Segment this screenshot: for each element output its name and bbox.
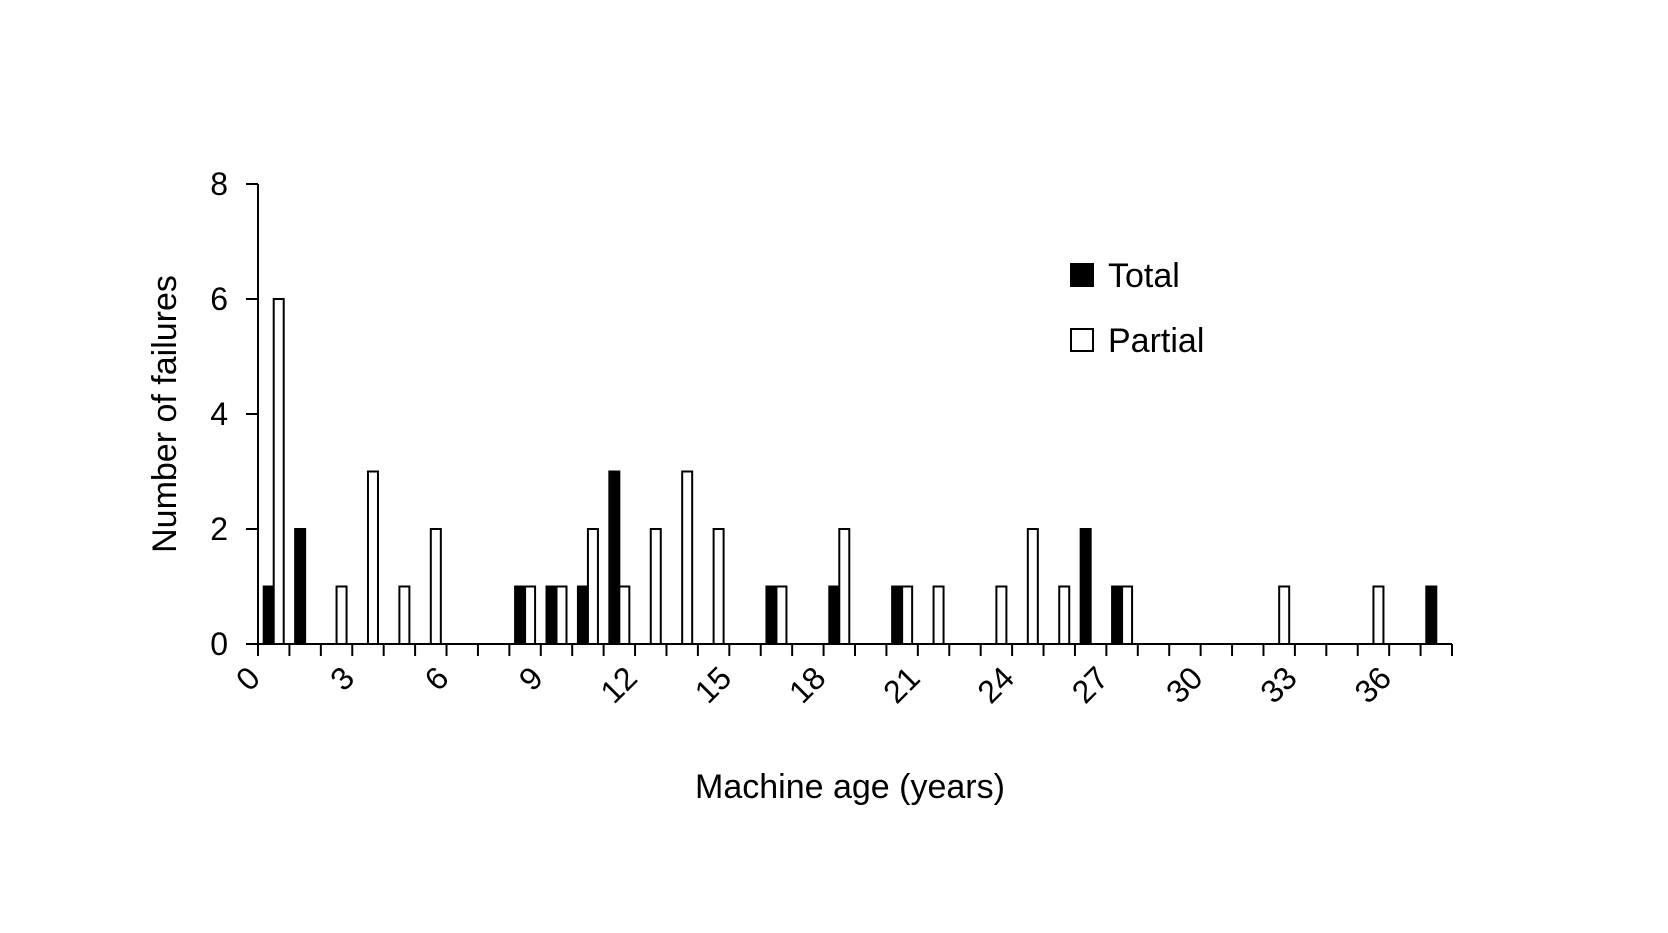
bar-partial <box>524 585 537 645</box>
x-tick-label: 3 <box>323 659 361 697</box>
x-tick-label: 6 <box>417 659 455 697</box>
bar-partial <box>398 585 411 645</box>
bar-total <box>294 528 307 645</box>
x-tick-label: 27 <box>1065 659 1116 710</box>
x-tick-label: 21 <box>876 659 927 710</box>
bar-total <box>545 585 558 645</box>
bar-partial <box>1121 585 1134 645</box>
bars-layer <box>262 298 1438 645</box>
bar-total <box>828 585 841 645</box>
bar-partial <box>429 528 442 645</box>
x-tick-label: 9 <box>512 659 550 697</box>
y-tick-label: 8 <box>210 166 228 202</box>
bar-total <box>765 585 778 645</box>
bar-partial <box>681 470 694 645</box>
x-tick-label: 15 <box>688 659 739 710</box>
bar-total <box>891 585 904 645</box>
bar-partial <box>775 585 788 645</box>
x-tick-label: 0 <box>229 659 267 697</box>
legend-swatch-total <box>1070 263 1094 287</box>
bar-partial <box>366 470 379 645</box>
bar-total <box>1079 528 1092 645</box>
bar-total <box>1111 585 1124 645</box>
legend-label-total: Total <box>1108 257 1180 295</box>
bar-total <box>262 585 275 645</box>
bar-partial <box>1372 585 1385 645</box>
bar-partial <box>586 528 599 645</box>
bar-partial <box>932 585 945 645</box>
bar-partial <box>838 528 851 645</box>
legend-label-partial: Partial <box>1108 322 1204 360</box>
legend: Total Partial <box>1070 257 1204 360</box>
bar-total <box>608 470 621 645</box>
x-tick-label: 18 <box>782 659 833 710</box>
bar-partial <box>1026 528 1039 645</box>
x-tick-label: 12 <box>593 659 644 710</box>
x-tick-label: 36 <box>1347 659 1398 710</box>
bar-partial <box>712 528 725 645</box>
x-axis-title: Machine age (years) <box>695 768 1005 806</box>
x-tick-label: 24 <box>970 659 1021 710</box>
bar-partial <box>901 585 914 645</box>
y-tick-label: 2 <box>210 511 228 547</box>
y-tick-label: 0 <box>210 626 228 662</box>
y-tick-label: 6 <box>210 281 228 317</box>
bar-partial <box>335 585 348 645</box>
y-ticks: 0 2 4 6 8 <box>210 166 258 662</box>
x-ticks: 0 3 6 9 12 15 18 21 24 27 30 33 36 <box>229 644 1453 710</box>
y-tick-label: 4 <box>210 396 228 432</box>
bar-partial <box>618 585 631 645</box>
bar-total <box>576 585 589 645</box>
x-tick-label: 30 <box>1159 659 1210 710</box>
bar-partial <box>995 585 1008 645</box>
legend-swatch-partial <box>1070 328 1094 352</box>
bar-total <box>1425 585 1438 645</box>
bar-partial <box>555 585 568 645</box>
bar-partial <box>1058 585 1071 645</box>
bar-total <box>514 585 527 645</box>
bar-partial <box>272 298 285 645</box>
x-tick-label: 33 <box>1253 659 1304 710</box>
bar-partial <box>1278 585 1291 645</box>
bar-partial <box>649 528 662 645</box>
y-axis-title: Number of failures <box>146 275 184 553</box>
